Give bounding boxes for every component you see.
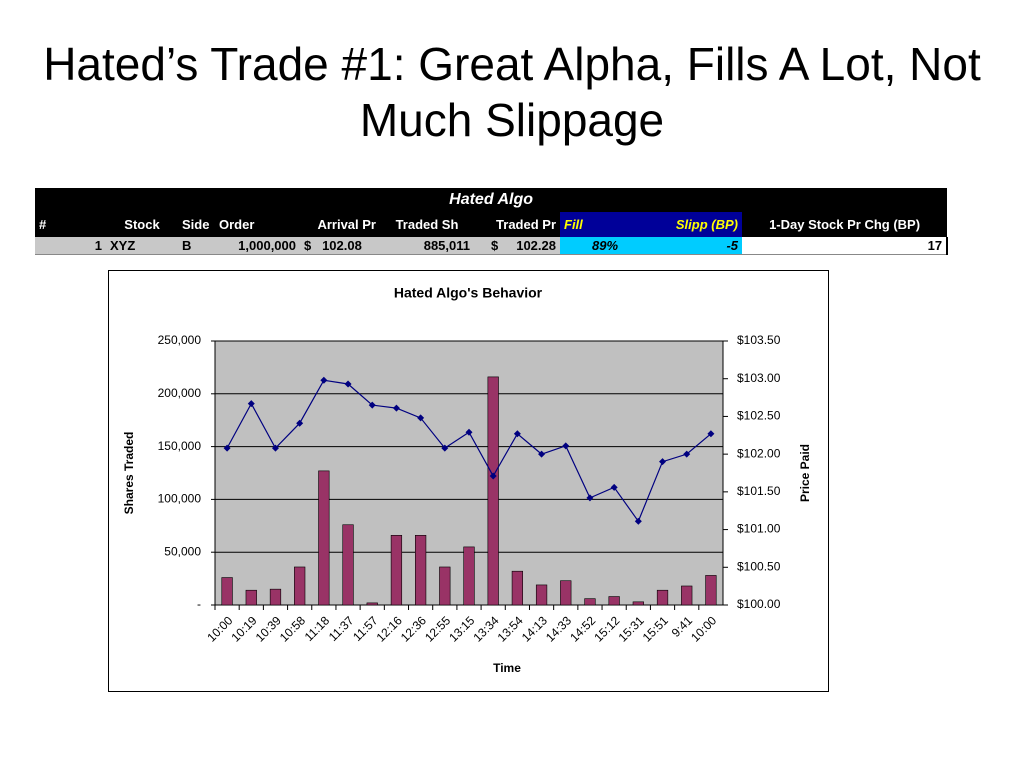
- y-tick-label: 200,000: [158, 386, 202, 400]
- table-cell: 1: [35, 237, 106, 255]
- column-header: #: [35, 212, 106, 237]
- y2-tick-label: $103.00: [737, 371, 781, 385]
- x-axis-title: Time: [493, 661, 521, 675]
- bar: [511, 570, 524, 606]
- y2-tick-label: $100.00: [737, 597, 781, 611]
- chart-title: Hated Algo's Behavior: [394, 285, 543, 301]
- bar: [390, 535, 403, 606]
- price-marker: [344, 380, 352, 388]
- table-cell: 885,011: [380, 237, 474, 255]
- bar: [608, 596, 620, 606]
- bar: [656, 589, 669, 606]
- y2-axis-title: Price Paid: [798, 444, 812, 502]
- y2-tick-label: $100.50: [737, 559, 781, 573]
- price-marker: [586, 494, 594, 502]
- bar: [414, 535, 427, 606]
- bar: [632, 601, 644, 606]
- bar: [366, 602, 378, 606]
- column-header: 1-Day Stock Pr Chg (BP): [742, 212, 948, 237]
- price-marker: [320, 376, 328, 384]
- price-marker: [417, 414, 425, 422]
- bar: [584, 598, 596, 606]
- price-marker: [368, 401, 376, 409]
- bar: [245, 589, 257, 606]
- bar: [487, 376, 499, 606]
- bar: [318, 470, 330, 606]
- y-tick-label: 150,000: [158, 439, 202, 453]
- bar: [342, 524, 354, 606]
- price-marker: [538, 450, 546, 458]
- y-tick-label: 100,000: [158, 492, 202, 506]
- slide-title: Hated’s Trade #1: Great Alpha, Fills A L…: [43, 38, 981, 146]
- y-tick-label: 50,000: [164, 544, 201, 558]
- table-cell: $ 102.28: [474, 237, 560, 255]
- y2-tick-label: $103.50: [737, 333, 781, 347]
- bar: [463, 546, 475, 606]
- chart: Hated Algo's Behavior Time Shares Traded…: [108, 270, 829, 692]
- column-header: Order: [215, 212, 300, 237]
- column-header: Fill: [560, 212, 650, 237]
- price-marker: [683, 450, 691, 458]
- column-header: Arrival Pr: [300, 212, 380, 237]
- price-marker: [392, 404, 400, 412]
- bar: [294, 566, 306, 606]
- price-marker: [296, 419, 304, 427]
- table-cell: $ 102.08: [300, 237, 380, 255]
- table-cell: 17: [742, 237, 949, 255]
- column-header: Traded Sh: [380, 212, 474, 237]
- table-cell: B: [178, 237, 215, 255]
- y2-tick-label: $101.50: [737, 484, 781, 498]
- bar: [535, 584, 548, 606]
- algo-table: Hated Algo # Stock Side Order Arrival Pr…: [35, 188, 949, 255]
- bar: [221, 577, 233, 606]
- y-tick-label: -: [197, 597, 201, 611]
- y2-tick-label: $101.00: [737, 522, 781, 536]
- bar: [269, 588, 282, 606]
- price-marker: [562, 442, 570, 450]
- price-marker: [634, 517, 642, 525]
- column-header: Slipp (BP): [650, 212, 742, 237]
- bar: [681, 585, 693, 606]
- price-marker: [707, 430, 715, 438]
- y-tick-label: 250,000: [158, 333, 202, 347]
- column-header: Traded Pr: [474, 212, 560, 237]
- column-header: Stock: [106, 212, 178, 237]
- table-cell: XYZ: [106, 237, 178, 255]
- price-marker: [489, 472, 497, 480]
- price-marker: [513, 430, 521, 438]
- price-marker: [271, 444, 279, 452]
- bar: [560, 580, 572, 606]
- bar: [439, 566, 451, 606]
- price-marker: [223, 444, 231, 452]
- table-cell: -5: [650, 237, 742, 255]
- y-axis-title: Shares Traded: [122, 432, 136, 515]
- table-cell: 1,000,000: [215, 237, 300, 255]
- table-cell: 89%: [560, 237, 650, 255]
- price-marker: [465, 428, 473, 436]
- table-title: Hated Algo: [35, 188, 948, 212]
- y2-tick-label: $102.50: [737, 409, 781, 423]
- price-marker: [659, 458, 667, 466]
- price-marker: [247, 400, 255, 408]
- price-marker: [441, 444, 449, 452]
- bar: [705, 575, 717, 606]
- column-header: Side: [178, 212, 215, 237]
- price-marker: [610, 483, 618, 491]
- y2-tick-label: $102.00: [737, 446, 781, 460]
